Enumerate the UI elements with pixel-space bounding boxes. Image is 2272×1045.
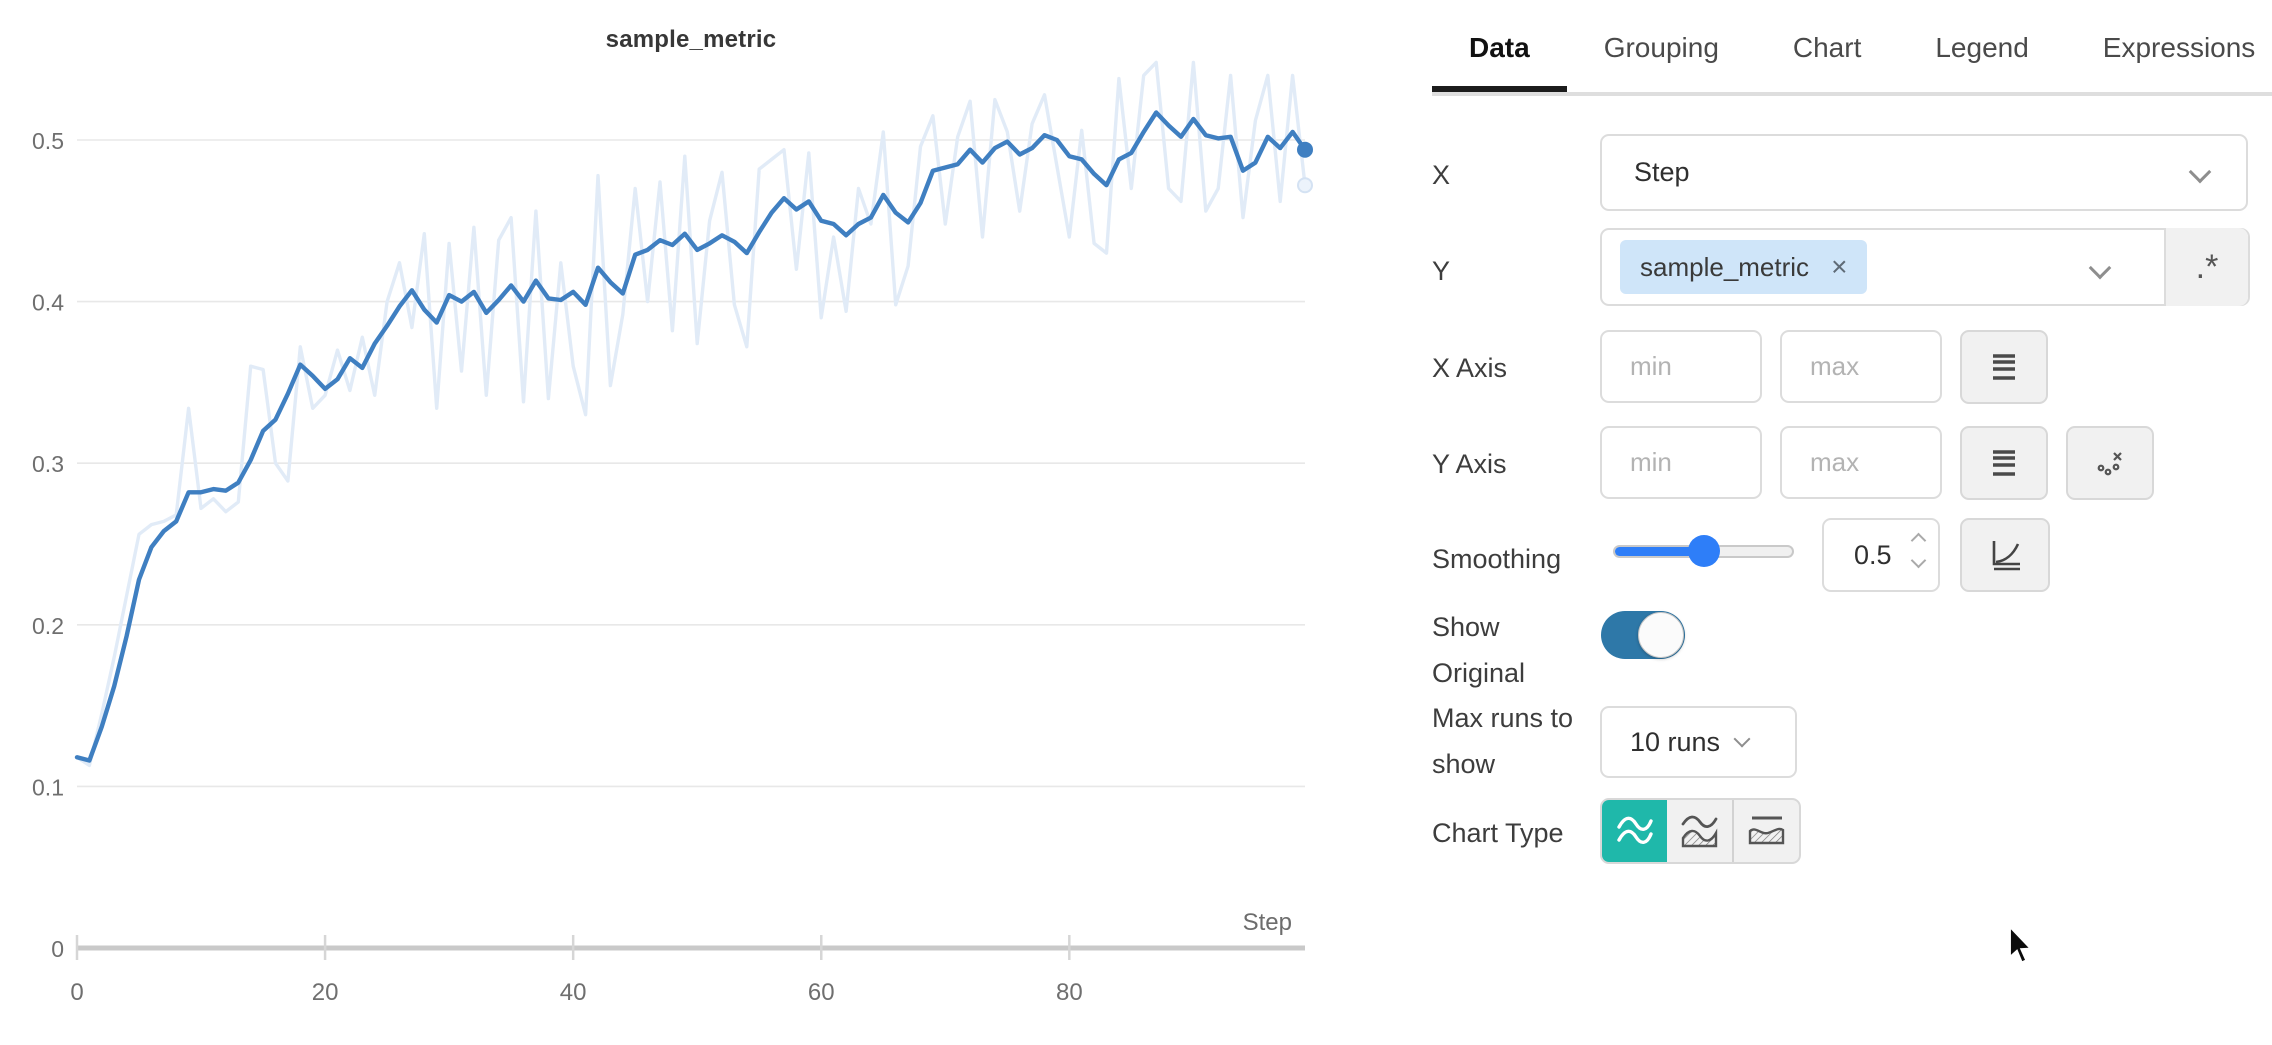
svg-text:0: 0 — [51, 936, 64, 962]
svg-text:0.1: 0.1 — [32, 774, 64, 800]
svg-text:0.3: 0.3 — [32, 451, 64, 477]
ignore-outliers-button[interactable] — [2066, 426, 2154, 500]
chart-type-area-button[interactable] — [1667, 800, 1732, 862]
smoothing-curve-icon — [1992, 541, 2020, 571]
chevron-down-icon[interactable] — [1910, 552, 1927, 569]
chart-type-band-button[interactable] — [1732, 800, 1799, 862]
chevron-up-icon[interactable] — [1910, 532, 1927, 549]
x-axis-label: X Axis — [1432, 353, 1508, 383]
mouse-cursor — [2007, 924, 2037, 972]
smoothing-type-button[interactable] — [1960, 518, 2050, 592]
area-plot-icon — [1681, 815, 1717, 848]
x-axis-max-input[interactable] — [1780, 330, 1942, 403]
regex-filter-button[interactable]: .* — [2164, 228, 2248, 306]
line-plot-icon — [1616, 816, 1653, 844]
svg-text:40: 40 — [560, 979, 587, 1006]
tab-data[interactable]: Data — [1432, 18, 1567, 92]
svg-text:0.5: 0.5 — [32, 128, 64, 154]
y-metric-tag-label: sample_metric — [1640, 251, 1810, 282]
svg-text:0: 0 — [70, 979, 83, 1006]
toggle-knob — [1638, 612, 1684, 658]
chart-type-line-button[interactable] — [1602, 800, 1667, 862]
log-scale-icon — [1993, 354, 2015, 380]
chevron-down-icon — [2088, 256, 2112, 280]
svg-text:20: 20 — [312, 979, 339, 1006]
log-scale-icon — [1993, 450, 2015, 476]
svg-text:80: 80 — [1056, 979, 1083, 1006]
y-axis-label: Y Axis — [1432, 449, 1507, 479]
band-plot-icon — [1748, 816, 1784, 845]
y-metric-tag: sample_metric × — [1620, 240, 1868, 294]
max-runs-label: Max runs to show — [1432, 703, 1574, 779]
show-original-label: Show Original — [1432, 612, 1526, 688]
chart-type-button-group — [1600, 798, 1801, 864]
smoothing-slider-fill — [1615, 547, 1704, 556]
remove-tag-icon[interactable]: × — [1831, 251, 1848, 282]
x-axis-min-input[interactable] — [1600, 330, 1762, 403]
tab-expressions[interactable]: Expressions — [2102, 32, 2256, 63]
max-runs-select[interactable]: 10 runs — [1600, 706, 1797, 778]
tab-grouping[interactable]: Grouping — [1603, 32, 1719, 63]
metric-panel-chart: sample_metric 0 0.1 0.2 0.3 0.4 0.5 0 20 40 60 80 S… — [32, 26, 1313, 1006]
smoothing-value: 0.5 — [1854, 539, 1892, 570]
chart-type-label: Chart Type — [1432, 818, 1564, 848]
outliers-icon — [2097, 452, 2122, 476]
smoothing-slider[interactable] — [1613, 535, 1794, 567]
svg-text:0.4: 0.4 — [32, 290, 64, 316]
svg-text:0.2: 0.2 — [32, 613, 64, 639]
chevron-down-icon — [1733, 730, 1751, 748]
y-axis-max-input[interactable] — [1780, 426, 1942, 499]
spinner-arrows — [1910, 532, 1927, 569]
y-label: Y — [1432, 256, 1451, 286]
x-axis-log-scale-button[interactable] — [1960, 330, 2048, 404]
smoothing-value-spinner[interactable]: 0.5 — [1822, 518, 1940, 592]
show-original-toggle[interactable] — [1601, 611, 1685, 659]
svg-text:Step: Step — [1243, 909, 1292, 936]
panel-tab-bar: Data Grouping Chart Legend Expressions — [1432, 18, 2272, 96]
line-chart: 0 0.1 0.2 0.3 0.4 0.5 0 20 40 60 80 Step — [32, 60, 1313, 1006]
chevron-down-icon — [2188, 160, 2212, 184]
smoothing-label: Smoothing — [1432, 544, 1562, 574]
chart-title: sample_metric — [605, 26, 777, 53]
tab-chart[interactable]: Chart — [1792, 32, 1862, 63]
tab-legend[interactable]: Legend — [1935, 32, 2029, 63]
x-label: X — [1432, 160, 1451, 190]
y-metric-select[interactable]: sample_metric × .* — [1600, 228, 2250, 306]
smoothing-slider-thumb[interactable] — [1687, 535, 1720, 567]
max-runs-value: 10 runs — [1630, 726, 1721, 757]
x-metric-select-value: Step — [1634, 157, 1690, 187]
y-axis-min-input[interactable] — [1600, 426, 1762, 499]
y-axis-log-scale-button[interactable] — [1960, 426, 2048, 500]
x-metric-select[interactable]: Step — [1600, 134, 2248, 211]
svg-text:60: 60 — [808, 979, 835, 1006]
